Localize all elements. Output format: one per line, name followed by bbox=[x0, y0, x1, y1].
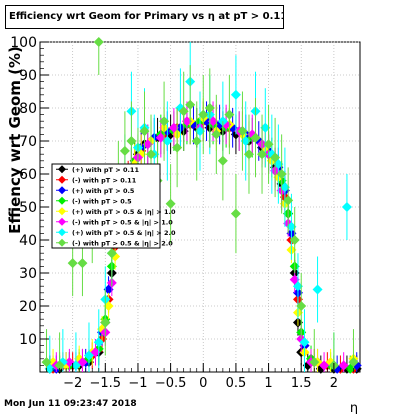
x-tick-label: −0.5 bbox=[155, 376, 187, 391]
data-point bbox=[250, 132, 261, 143]
legend-label: (-) with pT > 0.5 & |η| > 1.0 bbox=[72, 218, 173, 227]
data-point bbox=[312, 284, 323, 295]
data-point bbox=[243, 149, 254, 160]
legend-marker bbox=[58, 217, 66, 226]
y-tick-label: 60 bbox=[19, 167, 37, 183]
x-tick-label: 1.5 bbox=[291, 376, 312, 391]
data-point bbox=[257, 149, 268, 160]
y-tick-label: 70 bbox=[19, 134, 37, 150]
data-point bbox=[309, 357, 320, 368]
footer-date: Mon Jun 11 09:23:47 2018 bbox=[4, 399, 137, 409]
x-tick-label: 2 bbox=[330, 376, 338, 391]
data-point bbox=[165, 198, 176, 209]
data-point bbox=[198, 109, 209, 120]
data-point bbox=[279, 182, 290, 193]
data-point bbox=[217, 155, 228, 166]
data-point bbox=[299, 337, 310, 348]
legend-marker bbox=[58, 238, 66, 247]
legend-marker bbox=[58, 165, 66, 174]
data-point bbox=[283, 195, 294, 206]
data-point bbox=[119, 145, 130, 156]
legend-marker bbox=[58, 207, 66, 216]
y-tick-label: 40 bbox=[19, 233, 37, 249]
legend-marker bbox=[58, 196, 66, 205]
data-point bbox=[240, 136, 251, 146]
legend-marker bbox=[58, 228, 66, 237]
legend-label: (-) with pT > 0.5 & |η| > 2.0 bbox=[72, 239, 173, 248]
data-point bbox=[263, 139, 274, 150]
data-point bbox=[159, 116, 170, 127]
data-point bbox=[178, 106, 189, 117]
y-tick-label: 100 bbox=[10, 35, 37, 51]
x-tick-label: 0 bbox=[199, 376, 207, 391]
data-point bbox=[276, 169, 287, 179]
data-point bbox=[142, 139, 153, 150]
data-point bbox=[292, 281, 303, 292]
x-tick-label: −1 bbox=[128, 376, 147, 391]
data-point bbox=[348, 357, 359, 368]
data-point bbox=[341, 202, 352, 212]
legend-label: (-) with pT > 0.11 bbox=[72, 176, 137, 184]
data-point bbox=[230, 89, 241, 100]
data-point bbox=[139, 126, 150, 137]
axes: −2 −1.5 −1 −0.5 0 0.5 1 1.5 2 10 20 30 40 50 60 70 80 90 1… bbox=[10, 35, 361, 391]
legend-label: (+) with pT > 0.5 & |η| > 1.0 bbox=[72, 208, 176, 217]
y-tick-label: 10 bbox=[19, 332, 37, 348]
data-point bbox=[195, 126, 205, 137]
y-tick-label: 90 bbox=[19, 68, 37, 84]
y-tick-label: 30 bbox=[19, 266, 37, 282]
x-tick-label: 1 bbox=[264, 376, 272, 391]
chart-title: Efficiency wrt Geom for Primary vs η at … bbox=[5, 5, 284, 29]
data-point bbox=[191, 136, 202, 146]
legend: (+) with pT > 0.11 (-) with pT > 0.11 (+) … bbox=[51, 163, 176, 249]
legend-marker bbox=[58, 186, 66, 195]
data-point bbox=[338, 360, 349, 371]
data-point bbox=[185, 99, 196, 110]
data-point bbox=[146, 149, 157, 160]
data-point bbox=[204, 103, 215, 113]
legend-label: (+) with pT > 0.5 & |η| > 2.0 bbox=[72, 229, 176, 238]
legend-label: (+) with pT > 0.11 bbox=[72, 166, 139, 174]
data-point bbox=[41, 357, 52, 368]
data-point bbox=[270, 152, 281, 163]
data-point bbox=[93, 37, 104, 47]
data-point bbox=[237, 126, 248, 137]
x-tick-label: −2 bbox=[63, 376, 82, 391]
legend-box bbox=[51, 163, 161, 249]
y-axis-label: Effiency wrt Geom (%) bbox=[6, 46, 24, 234]
data-point bbox=[230, 208, 241, 219]
legend-label: (-) with pT > 0.5 bbox=[72, 197, 132, 205]
data-point bbox=[67, 258, 78, 269]
legend-marker bbox=[58, 175, 66, 184]
data-point bbox=[162, 136, 173, 146]
data-point bbox=[172, 142, 183, 153]
data-point bbox=[286, 221, 297, 232]
data-point bbox=[83, 350, 94, 361]
data-point bbox=[100, 317, 111, 328]
y-tick-label: 80 bbox=[19, 101, 37, 117]
y-tick-label: 20 bbox=[19, 299, 37, 315]
data-point bbox=[260, 122, 271, 133]
legend-label: (+) with pT > 0.5 bbox=[72, 187, 135, 195]
data-point bbox=[181, 116, 192, 127]
x-tick-label: −1.5 bbox=[90, 376, 122, 391]
x-tick-label: 0.5 bbox=[226, 376, 247, 391]
data-point bbox=[77, 258, 88, 269]
data-point bbox=[93, 337, 104, 348]
data-point bbox=[319, 360, 330, 371]
y-tick-label: 50 bbox=[19, 200, 37, 216]
data-point bbox=[224, 109, 235, 120]
data-point bbox=[106, 248, 117, 259]
data-point bbox=[126, 136, 137, 146]
data-point bbox=[289, 235, 300, 245]
x-axis-label: η bbox=[350, 401, 358, 414]
data-point bbox=[54, 360, 65, 371]
data-point bbox=[296, 301, 307, 311]
data-point bbox=[211, 129, 222, 140]
data-point bbox=[70, 360, 81, 371]
data-point bbox=[168, 122, 179, 133]
